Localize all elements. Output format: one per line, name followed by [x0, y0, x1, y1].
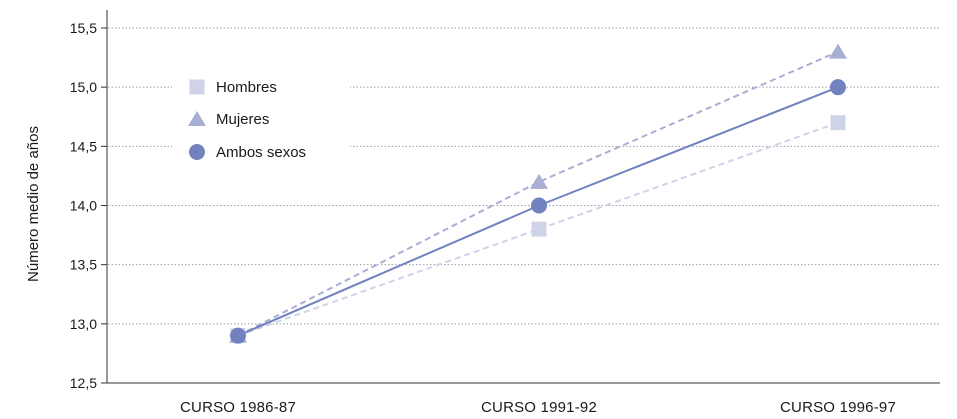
- legend-marker-mujeres: [188, 111, 206, 126]
- legend-marker-ambos-sexos: [189, 144, 205, 160]
- series-line-hombres: [237, 121, 839, 337]
- x-axis-ticks: CURSO 1986-87 CURSO 1991-92 CURSO 1996-97: [180, 399, 896, 416]
- data-point-mujeres: [829, 43, 847, 59]
- series-line-mujeres: [237, 50, 839, 337]
- legend-label-hombres: Hombres: [216, 79, 277, 96]
- legend: Hombres Mujeres Ambos sexos: [188, 79, 306, 161]
- y-tick-label: 13,0: [70, 316, 97, 332]
- y-tick-label: 14,5: [70, 138, 97, 154]
- y-tick-label: 14,0: [70, 198, 97, 214]
- data-point-hombres: [531, 221, 547, 237]
- data-point-mujeres: [530, 173, 548, 189]
- legend-label-mujeres: Mujeres: [216, 111, 269, 128]
- data-point-ambos-sexos: [531, 197, 547, 214]
- axes: [106, 10, 940, 384]
- x-tick-label: CURSO 1991-92: [481, 399, 597, 416]
- y-tick-label: 15,5: [70, 20, 97, 36]
- legend-label-ambos-sexos: Ambos sexos: [216, 144, 306, 161]
- x-tick-label: CURSO 1996-97: [780, 399, 896, 416]
- series-group: [229, 43, 847, 344]
- y-tick-label: 12,5: [70, 375, 97, 391]
- gridlines: [108, 27, 940, 325]
- y-axis-title: Número medio de años: [25, 126, 42, 282]
- legend-marker-hombres: [189, 79, 205, 95]
- y-tick-label: 15,0: [70, 79, 97, 95]
- y-tick-label: 13,5: [70, 257, 97, 273]
- data-point-ambos-sexos: [230, 327, 246, 344]
- data-point-ambos-sexos: [830, 79, 846, 96]
- x-tick-label: CURSO 1986-87: [180, 399, 296, 416]
- y-axis-ticks: 12,5 13,0 13,5 14,0 14,5 15,0 15,5: [70, 20, 107, 391]
- data-point-hombres: [830, 115, 846, 131]
